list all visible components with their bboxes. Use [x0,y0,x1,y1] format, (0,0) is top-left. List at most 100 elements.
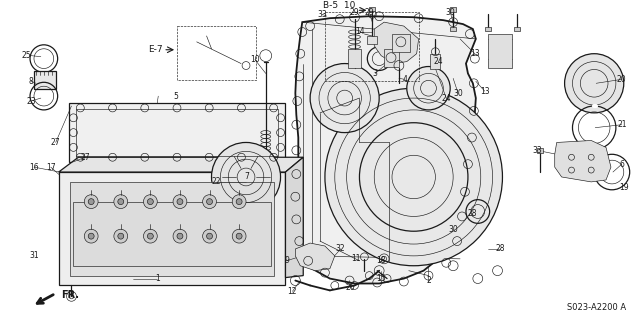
Circle shape [232,229,246,243]
Text: B-5  10: B-5 10 [323,1,355,10]
Text: 17: 17 [46,163,56,172]
Text: 11: 11 [351,254,360,263]
Text: 1: 1 [155,274,159,283]
Bar [68,103,285,162]
Text: 30: 30 [448,225,458,234]
Circle shape [203,195,216,209]
Text: 24: 24 [442,93,451,103]
Text: 21: 21 [617,120,627,129]
Bar [450,7,456,12]
Bar [384,49,399,67]
Bar [325,12,419,81]
Circle shape [147,233,154,239]
Text: 2: 2 [426,276,431,285]
Text: 16: 16 [29,163,39,172]
Bar [450,27,456,31]
Bar [34,71,56,89]
Bar [74,202,271,266]
Circle shape [173,195,187,209]
Circle shape [88,199,94,204]
Circle shape [143,195,157,209]
Bar [177,26,256,80]
Text: 14: 14 [356,27,365,36]
Circle shape [143,229,157,243]
Polygon shape [374,22,419,63]
Circle shape [207,199,212,204]
Bar [392,34,410,52]
Circle shape [88,233,94,239]
Text: 10: 10 [250,55,260,64]
Text: S023-A2200 A: S023-A2200 A [566,303,626,312]
Bar [515,27,520,31]
Bar [369,7,375,11]
Circle shape [310,63,379,133]
Text: 12: 12 [287,287,297,296]
Text: 7: 7 [244,173,250,182]
Text: 22: 22 [212,177,221,186]
Circle shape [325,88,502,266]
Polygon shape [293,16,476,284]
Circle shape [211,143,280,211]
Circle shape [118,199,124,204]
Text: 30: 30 [445,8,455,17]
Bar [76,109,278,156]
Bar [70,182,274,276]
Polygon shape [555,140,611,182]
Circle shape [173,229,187,243]
Text: 28: 28 [496,244,505,254]
Text: 15: 15 [376,274,386,283]
Text: 33: 33 [317,10,327,19]
Text: 13: 13 [480,87,490,96]
Bar [431,54,440,70]
Circle shape [114,195,127,209]
Polygon shape [59,157,303,172]
Circle shape [118,233,124,239]
Text: 9: 9 [284,256,289,265]
Circle shape [232,195,246,209]
Circle shape [564,54,624,113]
Text: E-7: E-7 [148,45,163,54]
Circle shape [203,229,216,243]
Text: 18: 18 [376,256,386,265]
Circle shape [177,233,183,239]
Bar [59,172,285,286]
Polygon shape [295,243,335,271]
Text: 33: 33 [532,146,542,155]
Text: 26: 26 [346,283,355,292]
Circle shape [84,195,98,209]
Circle shape [407,67,450,110]
Circle shape [147,199,154,204]
Circle shape [84,229,98,243]
Text: 25: 25 [21,51,31,60]
Circle shape [207,233,212,239]
Text: 27: 27 [51,138,61,147]
Text: 13: 13 [470,49,479,58]
Text: 24: 24 [433,57,443,66]
Text: 29: 29 [365,8,374,17]
Bar [537,148,543,153]
Text: 4: 4 [403,75,407,84]
Text: 27: 27 [81,153,90,162]
Text: 29: 29 [349,8,359,17]
Bar [367,36,377,44]
Text: 23: 23 [26,97,36,106]
Text: 28: 28 [467,209,477,218]
Circle shape [177,199,183,204]
Text: 3: 3 [372,69,378,78]
Text: 8: 8 [29,77,33,86]
Polygon shape [285,157,303,278]
Bar [488,34,513,69]
Text: 19: 19 [619,183,628,192]
Circle shape [114,229,127,243]
Text: 6: 6 [620,160,624,169]
Text: FR.: FR. [61,290,79,300]
Text: 5: 5 [173,92,179,100]
Bar [484,27,491,31]
Text: 30: 30 [453,89,463,98]
Circle shape [236,199,242,204]
Text: 31: 31 [29,251,39,260]
Text: 32: 32 [336,244,346,254]
Bar [348,49,362,69]
Circle shape [236,233,242,239]
Text: 20: 20 [617,75,627,84]
